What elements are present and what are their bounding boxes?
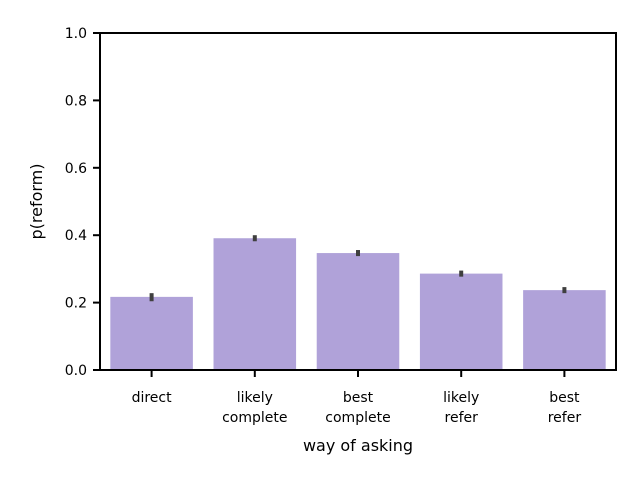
y-tick-label: 0.0 [65,363,87,379]
x-tick-label-line: best [549,390,580,406]
bar [419,273,503,370]
x-axis-ticks: direct likely complete best complete likely re… [132,370,582,426]
x-tick-label-line: complete [222,410,287,426]
x-tick-label-line: likely [237,390,273,406]
x-tick-label: direct [132,390,173,406]
x-tick-label-line: best [343,390,374,406]
bar [523,290,606,370]
y-tick-label: 0.4 [65,228,87,244]
y-axis-ticks: 0.0 0.2 0.4 0.6 0.8 1.0 [65,26,100,379]
x-tick-label: likely refer [443,390,479,426]
bar [316,253,400,370]
x-tick-label: best refer [548,390,582,426]
y-axis-label: p(reform) [27,163,46,239]
x-tick-label-line: refer [445,410,479,426]
x-axis-label: way of asking [303,436,413,455]
y-tick-label: 0.2 [65,296,87,312]
y-tick-label: 0.8 [65,93,87,109]
error-bars-group [149,235,567,302]
bars-group [110,238,606,370]
y-tick-label: 1.0 [65,26,87,42]
x-tick-label-line: refer [548,410,582,426]
x-tick-label-line: direct [132,390,173,406]
x-tick-label-line: complete [325,410,390,426]
y-tick-label: 0.6 [65,161,87,177]
x-tick-label: best complete [325,390,390,426]
x-tick-label: likely complete [222,390,287,426]
bar [213,238,297,370]
x-tick-label-line: likely [443,390,479,406]
plot-frame [99,32,617,371]
bar [110,296,193,370]
